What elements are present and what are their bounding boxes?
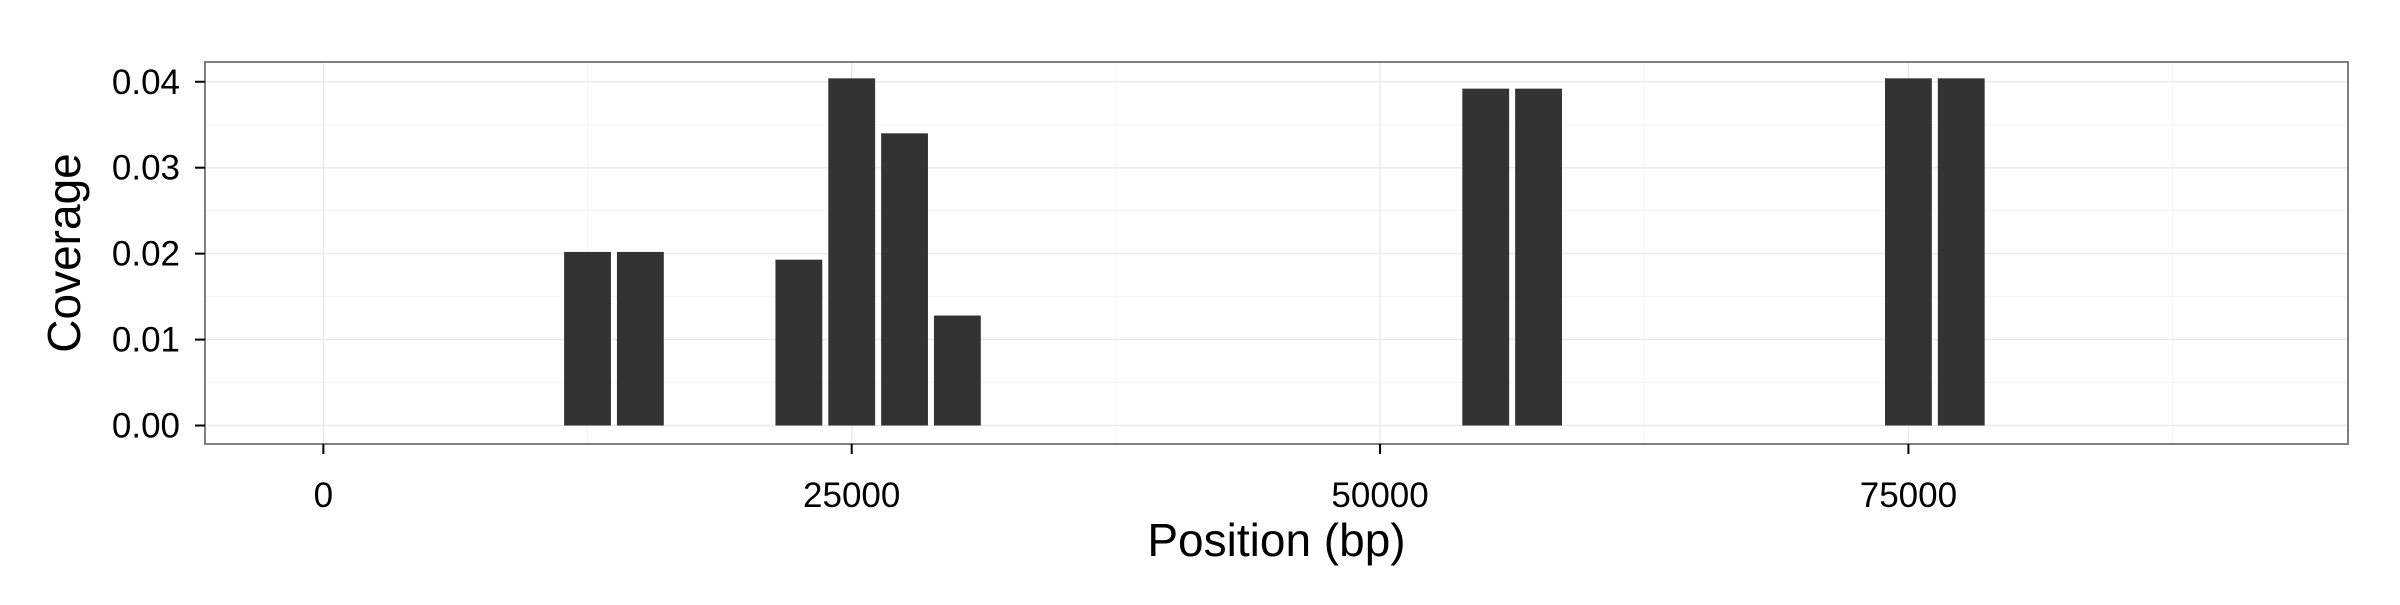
- y-tick-label: 0.02: [112, 235, 180, 274]
- x-tick-label: 50000: [1331, 476, 1428, 515]
- bars: [564, 78, 1985, 426]
- bar: [1937, 78, 1985, 426]
- bar: [1884, 78, 1932, 426]
- bar: [1515, 88, 1562, 426]
- x-tick-label: 75000: [1860, 476, 1957, 515]
- y-tick-label: 0.00: [112, 407, 180, 446]
- x-tick-label: 25000: [803, 476, 900, 515]
- bar: [775, 259, 823, 426]
- bar: [828, 78, 876, 426]
- y-tick-label: 0.03: [112, 149, 180, 188]
- y-axis-title: Coverage: [38, 153, 90, 352]
- bar: [933, 315, 981, 426]
- y-tick-label: 0.04: [112, 63, 180, 102]
- bar: [881, 133, 928, 426]
- axes: 0 25000 50000 75000 0.00 0.01 0.02 0.03 0.04: [112, 63, 1957, 515]
- grid: [205, 62, 2348, 444]
- y-tick-label: 0.01: [112, 321, 180, 360]
- bar: [1462, 88, 1510, 426]
- x-axis-title: Position (bp): [1147, 514, 1405, 566]
- bar: [616, 251, 664, 426]
- bar: [564, 251, 611, 426]
- x-tick-label: 0: [314, 476, 333, 515]
